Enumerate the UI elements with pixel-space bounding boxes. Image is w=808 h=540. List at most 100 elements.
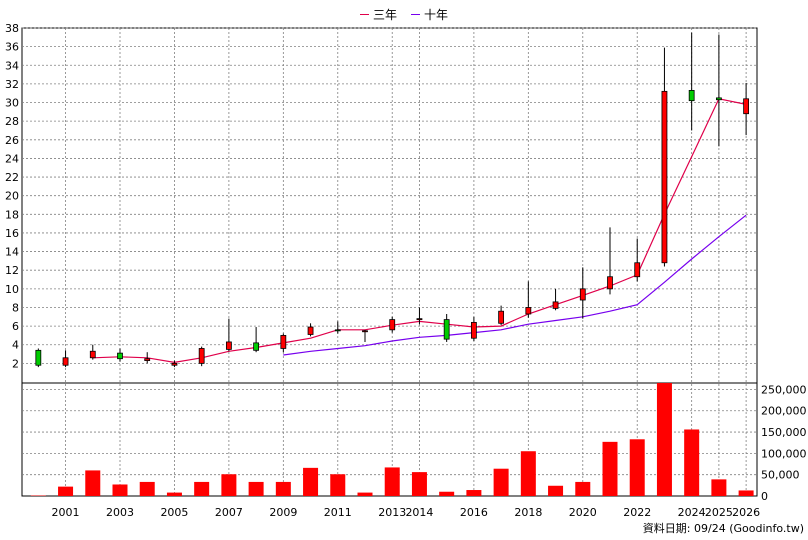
candle-body <box>607 276 613 290</box>
volume-bar <box>575 481 591 496</box>
candle-body <box>579 288 586 301</box>
volume-tick-label: 0 <box>761 490 768 503</box>
candle-body <box>117 352 123 360</box>
candle-body <box>525 307 532 315</box>
volume-bar <box>194 481 210 496</box>
legend-swatch-three-year <box>360 14 369 15</box>
price-tick-label: 26 <box>5 134 19 147</box>
volume-bar <box>166 492 182 496</box>
x-tick-label: 2022 <box>623 506 651 519</box>
volume-bar <box>303 467 319 496</box>
x-tick-label: 2005 <box>160 506 188 519</box>
x-tick-label: 2026 <box>732 506 760 519</box>
volume-bar <box>384 467 400 496</box>
footer-data-date: 資料日期: 09/24 (Goodinfo.tw) <box>642 522 804 535</box>
candle-body <box>688 90 695 102</box>
x-tick-label: 2009 <box>269 506 297 519</box>
x-tick-label: 2011 <box>324 506 352 519</box>
x-tick-label: 2003 <box>106 506 134 519</box>
price-tick-label: 36 <box>5 41 19 54</box>
volume-bar <box>629 439 645 496</box>
legend-three-year: 三年 <box>360 6 397 23</box>
legend-ten-year: 十年 <box>411 6 448 23</box>
volume-bar <box>275 481 291 496</box>
candle-body <box>498 310 505 324</box>
candle-body <box>334 329 341 332</box>
legend-label-three-year: 三年 <box>373 8 398 22</box>
candle-body <box>715 97 722 101</box>
candle-body <box>743 98 750 115</box>
candle-body <box>362 330 368 333</box>
ten-year-line <box>283 214 747 356</box>
volume-tick-label: 100,000 <box>761 447 807 460</box>
price-tick-label: 12 <box>5 264 19 277</box>
price-tick-label: 10 <box>5 283 19 296</box>
price-tick-label: 24 <box>5 152 19 165</box>
candle-body <box>35 349 42 366</box>
price-tick-label: 20 <box>5 190 19 203</box>
candle-body <box>552 301 559 309</box>
volume-bar <box>738 490 754 496</box>
x-tick-label: 2025 <box>705 506 733 519</box>
candle-body <box>280 335 287 349</box>
price-tick-label: 28 <box>5 115 19 128</box>
volume-bar <box>112 484 128 496</box>
price-tick-label: 14 <box>5 246 19 259</box>
volume-bar <box>602 441 618 496</box>
candle-body <box>144 358 151 361</box>
candle-body <box>89 350 96 359</box>
price-tick-label: 38 <box>5 22 19 35</box>
volume-bar <box>548 485 564 496</box>
x-tick-label: 2013 <box>378 506 406 519</box>
volume-bar <box>684 429 700 496</box>
volume-bar <box>411 472 427 496</box>
volume-bar <box>248 481 264 496</box>
volume-bar <box>520 451 536 496</box>
volume-bar <box>139 481 155 496</box>
volume-bar <box>330 474 346 496</box>
legend: 三年 十年 <box>360 6 448 23</box>
volume-bar <box>466 490 482 496</box>
volume-bar <box>357 492 373 496</box>
candle-body <box>198 348 205 364</box>
price-tick-label: 4 <box>12 339 19 352</box>
price-tick-label: 30 <box>5 97 19 110</box>
legend-label-ten-year: 十年 <box>424 8 449 22</box>
price-tick-label: 22 <box>5 171 19 184</box>
candle-body <box>416 318 423 321</box>
candle-body <box>62 357 69 366</box>
volume-bar <box>493 468 509 496</box>
candle-body <box>307 326 314 335</box>
price-tick-label: 16 <box>5 227 19 240</box>
x-tick-label: 2024 <box>678 506 706 519</box>
volume-bar <box>58 486 74 496</box>
price-tick-label: 32 <box>5 78 19 91</box>
volume-bar <box>656 383 672 496</box>
candle-body <box>661 90 668 264</box>
x-tick-label: 2020 <box>569 506 597 519</box>
volume-bar <box>439 491 455 496</box>
x-tick-label: 2007 <box>215 506 243 519</box>
volume-tick-label: 150,000 <box>761 426 807 439</box>
volume-bar <box>221 474 237 496</box>
candle-body <box>634 262 641 278</box>
volume-bar <box>711 479 727 496</box>
x-tick-label: 2018 <box>514 506 542 519</box>
candle-body <box>253 342 260 351</box>
volume-bar <box>85 470 101 496</box>
candle-body <box>171 362 178 366</box>
price-tick-label: 34 <box>5 59 19 72</box>
x-tick-label: 2016 <box>460 506 488 519</box>
price-tick-label: 18 <box>5 208 19 221</box>
candle-body <box>389 319 396 331</box>
candle-body <box>470 321 477 339</box>
plot-frame <box>21 27 758 497</box>
candle-body <box>225 341 232 350</box>
price-tick-label: 8 <box>12 301 19 314</box>
candle-body <box>443 319 450 340</box>
volume-tick-label: 200,000 <box>761 405 807 418</box>
volume-tick-label: 250,000 <box>761 383 807 396</box>
legend-swatch-ten-year <box>411 14 421 15</box>
x-tick-label: 2001 <box>52 506 80 519</box>
